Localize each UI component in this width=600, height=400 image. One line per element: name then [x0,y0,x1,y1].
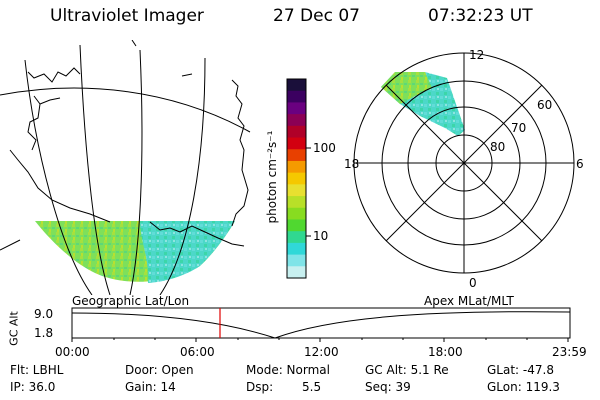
observation-time: 07:32:23 UT [428,6,533,26]
footer-ip: IP: 36.0 [10,380,56,394]
timeline-xtick-1: 06:00 [180,345,215,359]
color-bar-segment [287,114,306,127]
timeline-panel [71,307,571,342]
footer-dsp-label: Dsp: [246,380,274,394]
aurora-swath-cyan [140,221,235,283]
color-bar-segment [287,137,306,150]
color-bar-segment [287,254,306,267]
color-bar-segment [287,90,306,104]
footer-mode: Mode: Normal [246,363,330,377]
color-bar-segment [287,79,306,92]
colorbar-unit-label: photon cm⁻²s⁻¹ [265,130,279,224]
color-bar-segment [287,196,306,209]
color-bar-segment [287,172,306,185]
polar-label-top: 12 [469,48,485,62]
timeline-yaxis-label: GC Alt [7,311,21,346]
color-bar-segment [287,231,306,244]
observation-date: 27 Dec 07 [273,6,360,26]
timeline-xtick-2: 12:00 [304,345,339,359]
polar-label-left: 18 [344,157,360,171]
footer-filter: Flt: LBHL [10,363,64,377]
instrument-title: Ultraviolet Imager [50,6,204,26]
color-bar-segment [287,184,306,197]
color-bar-segment [287,242,306,256]
footer-dsp-value: 5.5 [302,380,322,394]
timeline-xtick-3: 18:00 [428,345,463,359]
geographic-map [0,40,251,295]
polar-ring-60: 60 [537,98,553,112]
polar-plot [353,52,575,274]
color-bar-segment [287,219,306,232]
footer-glat: GLat: -47.8 [487,363,554,377]
colorbar-tick-10: 10 [313,229,329,243]
color-bar-segment [287,160,306,174]
timeline-xtick-0: 00:00 [55,345,90,359]
polar-label-right: 6 [576,157,584,171]
color-bar-segment [287,207,306,221]
polar-ring-80: 80 [490,140,506,154]
footer-door: Door: Open [125,363,194,377]
timeline-xtick-4: 23:59 [552,345,587,359]
footer-seq: Seq: 39 [365,380,411,394]
footer-gc-alt: GC Alt: 5.1 Re [365,363,449,377]
color-bar-segment [287,149,306,162]
color-bar-segment [287,102,306,115]
timeline-right-label: Apex MLat/MLT [424,294,514,308]
footer-gain: Gain: 14 [125,380,176,394]
timeline-y-low: 1.8 [34,326,54,340]
colorbar-tick-100: 100 [313,141,336,155]
timeline-left-label: Geographic Lat/Lon [72,294,190,308]
color-bar-frame [286,78,307,279]
color-bar-segment [287,266,306,279]
color-bar-segment [287,125,306,139]
polar-label-bottom: 0 [469,276,477,290]
timeline-y-high: 9.0 [34,307,54,321]
footer-glon: GLon: 119.3 [487,380,560,394]
polar-ring-70: 70 [511,121,527,135]
color-bar [287,79,306,279]
